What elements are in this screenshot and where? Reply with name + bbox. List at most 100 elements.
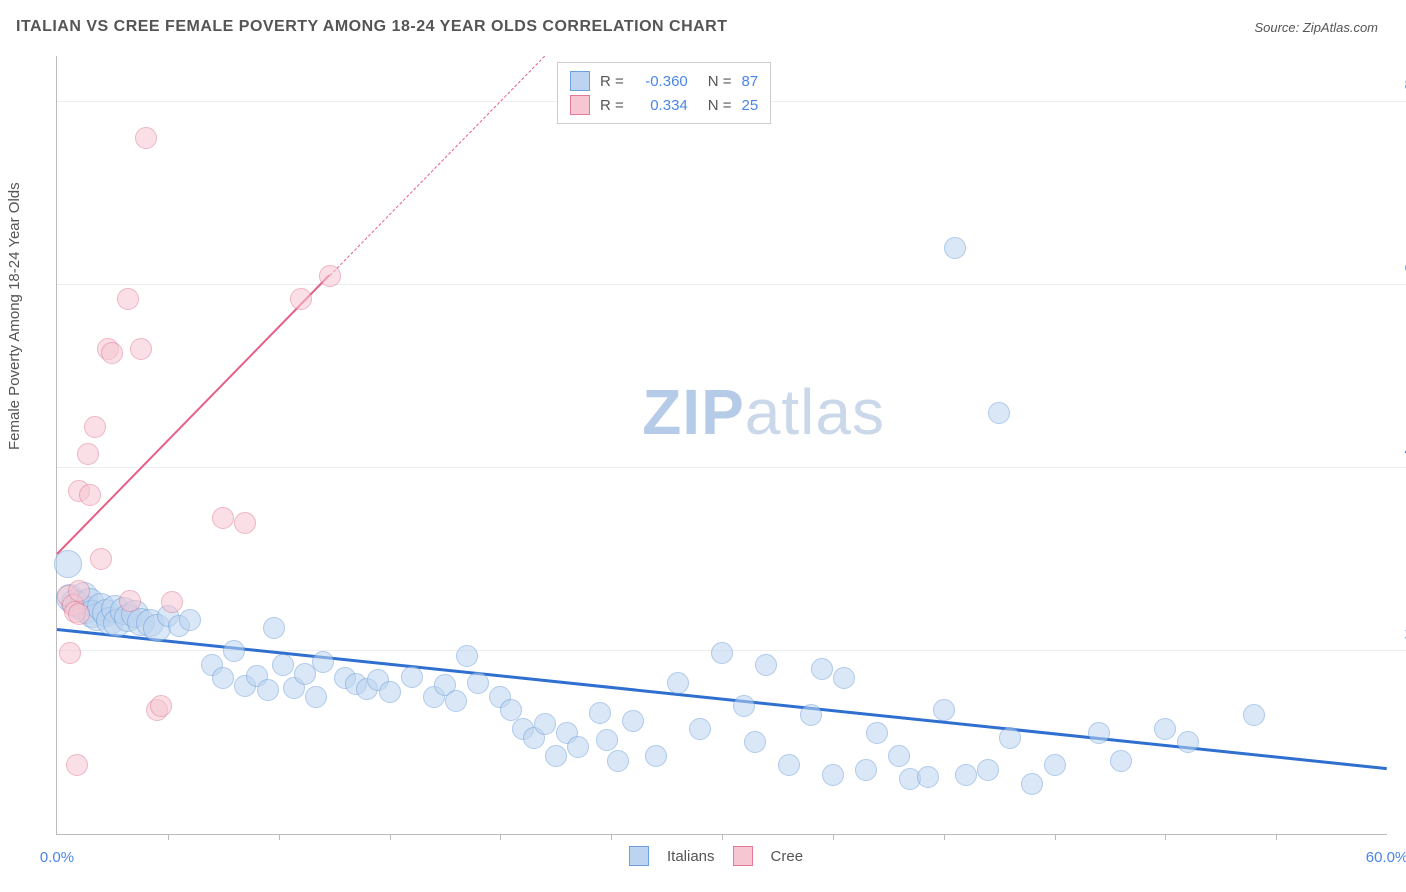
data-point	[667, 672, 689, 694]
data-point	[1044, 754, 1066, 776]
data-point	[1021, 773, 1043, 795]
legend-swatch	[570, 71, 590, 91]
data-point	[800, 704, 822, 726]
stat-r-value: 0.334	[634, 97, 688, 114]
y-tick-label: 80.0%	[1397, 76, 1406, 93]
data-point	[101, 342, 123, 364]
stats-legend-row: R = 0.334 N = 25	[570, 93, 758, 117]
data-point	[607, 750, 629, 772]
data-point	[59, 642, 81, 664]
data-point	[68, 603, 90, 625]
data-point	[467, 672, 489, 694]
data-point	[1110, 750, 1132, 772]
data-point	[135, 127, 157, 149]
data-point	[445, 690, 467, 712]
x-tick	[390, 834, 391, 840]
data-point	[689, 718, 711, 740]
data-point	[319, 265, 341, 287]
data-point	[117, 288, 139, 310]
stat-r-value: -0.360	[634, 73, 688, 90]
data-point	[711, 642, 733, 664]
data-point	[130, 338, 152, 360]
data-point	[1177, 731, 1199, 753]
data-point	[379, 681, 401, 703]
data-point	[778, 754, 800, 776]
data-point	[822, 764, 844, 786]
stat-n-value: 87	[742, 73, 759, 90]
data-point	[234, 512, 256, 534]
data-point	[212, 507, 234, 529]
watermark-zip: ZIP	[642, 376, 745, 448]
watermark-atlas: atlas	[745, 376, 885, 448]
data-point	[955, 764, 977, 786]
data-point	[744, 731, 766, 753]
scatter-plot-area: ZIPatlas 20.0%40.0%60.0%80.0%0.0%60.0%R …	[56, 56, 1387, 835]
data-point	[54, 550, 82, 578]
data-point	[645, 745, 667, 767]
trend-line	[56, 274, 330, 555]
stat-n-label: N =	[708, 97, 732, 114]
data-point	[161, 591, 183, 613]
watermark: ZIPatlas	[642, 375, 885, 449]
data-point	[855, 759, 877, 781]
data-point	[811, 658, 833, 680]
source-credit: Source: ZipAtlas.com	[1254, 20, 1378, 35]
data-point	[84, 416, 106, 438]
data-point	[567, 736, 589, 758]
y-tick-label: 20.0%	[1397, 625, 1406, 642]
data-point	[77, 443, 99, 465]
stat-n-value: 25	[742, 97, 759, 114]
stats-legend-row: R =-0.360N =87	[570, 69, 758, 93]
data-point	[66, 754, 88, 776]
x-tick	[1055, 834, 1056, 840]
data-point	[1088, 722, 1110, 744]
data-point	[212, 667, 234, 689]
data-point	[917, 766, 939, 788]
data-point	[1154, 718, 1176, 740]
x-tick-label: 60.0%	[1366, 849, 1406, 866]
data-point	[833, 667, 855, 689]
y-axis-label: Female Poverty Among 18-24 Year Olds	[6, 182, 23, 450]
data-point	[179, 609, 201, 631]
legend-label: Italians	[667, 848, 715, 865]
trend-line	[329, 55, 545, 275]
stats-legend: R = -0.360 N = 87 R = 0.334 N = 25	[557, 62, 771, 124]
chart-title: ITALIAN VS CREE FEMALE POVERTY AMONG 18-…	[16, 18, 728, 36]
data-point	[456, 645, 478, 667]
y-tick-label: 60.0%	[1397, 259, 1406, 276]
data-point	[866, 722, 888, 744]
data-point	[622, 710, 644, 732]
data-point	[589, 702, 611, 724]
x-tick	[1276, 834, 1277, 840]
data-point	[119, 590, 141, 612]
x-tick	[611, 834, 612, 840]
gridline	[57, 284, 1406, 285]
data-point	[545, 745, 567, 767]
data-point	[257, 679, 279, 701]
x-tick	[1165, 834, 1166, 840]
data-point	[888, 745, 910, 767]
gridline	[57, 467, 1406, 468]
x-tick	[944, 834, 945, 840]
legend-swatch	[570, 95, 590, 115]
data-point	[1243, 704, 1265, 726]
data-point	[999, 727, 1021, 749]
legend-swatch	[733, 846, 753, 866]
data-point	[733, 695, 755, 717]
x-tick	[500, 834, 501, 840]
series-legend: Italians Cree	[629, 846, 803, 866]
data-point	[79, 484, 101, 506]
data-point	[534, 713, 556, 735]
data-point	[263, 617, 285, 639]
legend-label: Cree	[771, 848, 804, 865]
stat-r-label: R =	[600, 73, 624, 90]
data-point	[272, 654, 294, 676]
data-point	[68, 580, 90, 602]
x-tick	[168, 834, 169, 840]
y-tick-label: 40.0%	[1397, 442, 1406, 459]
x-tick	[722, 834, 723, 840]
stat-r-label: R =	[600, 97, 624, 114]
data-point	[944, 237, 966, 259]
data-point	[223, 640, 245, 662]
x-tick	[833, 834, 834, 840]
